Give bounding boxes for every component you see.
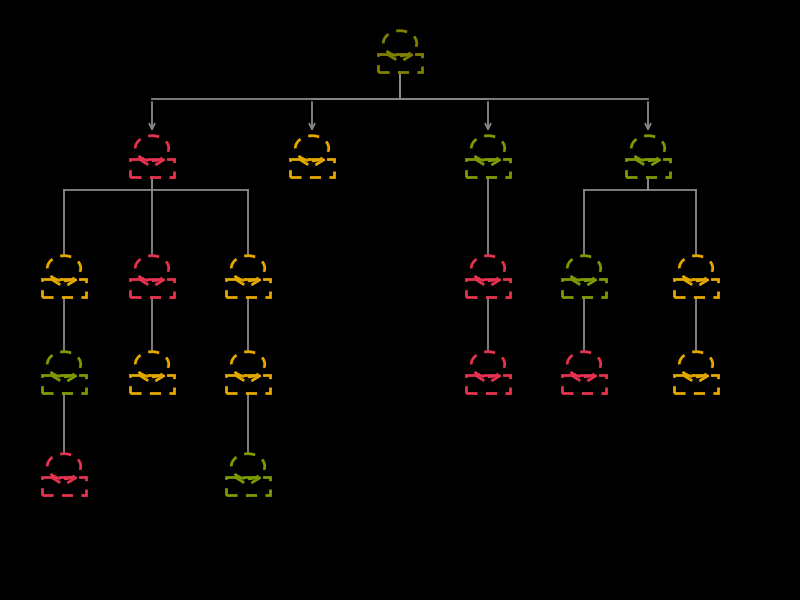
Bar bbox=[290, 159, 334, 177]
Bar bbox=[674, 279, 718, 297]
Bar bbox=[130, 375, 174, 393]
Bar bbox=[130, 159, 174, 177]
Bar bbox=[42, 375, 86, 393]
Bar bbox=[466, 375, 510, 393]
Bar bbox=[226, 279, 270, 297]
Bar bbox=[42, 477, 86, 495]
Bar bbox=[226, 375, 270, 393]
Bar bbox=[226, 477, 270, 495]
Bar bbox=[562, 375, 606, 393]
Bar bbox=[562, 279, 606, 297]
Bar bbox=[674, 375, 718, 393]
Bar bbox=[42, 279, 86, 297]
Bar bbox=[466, 279, 510, 297]
Bar bbox=[378, 54, 422, 72]
Bar bbox=[626, 159, 670, 177]
Bar bbox=[130, 279, 174, 297]
Bar bbox=[466, 159, 510, 177]
